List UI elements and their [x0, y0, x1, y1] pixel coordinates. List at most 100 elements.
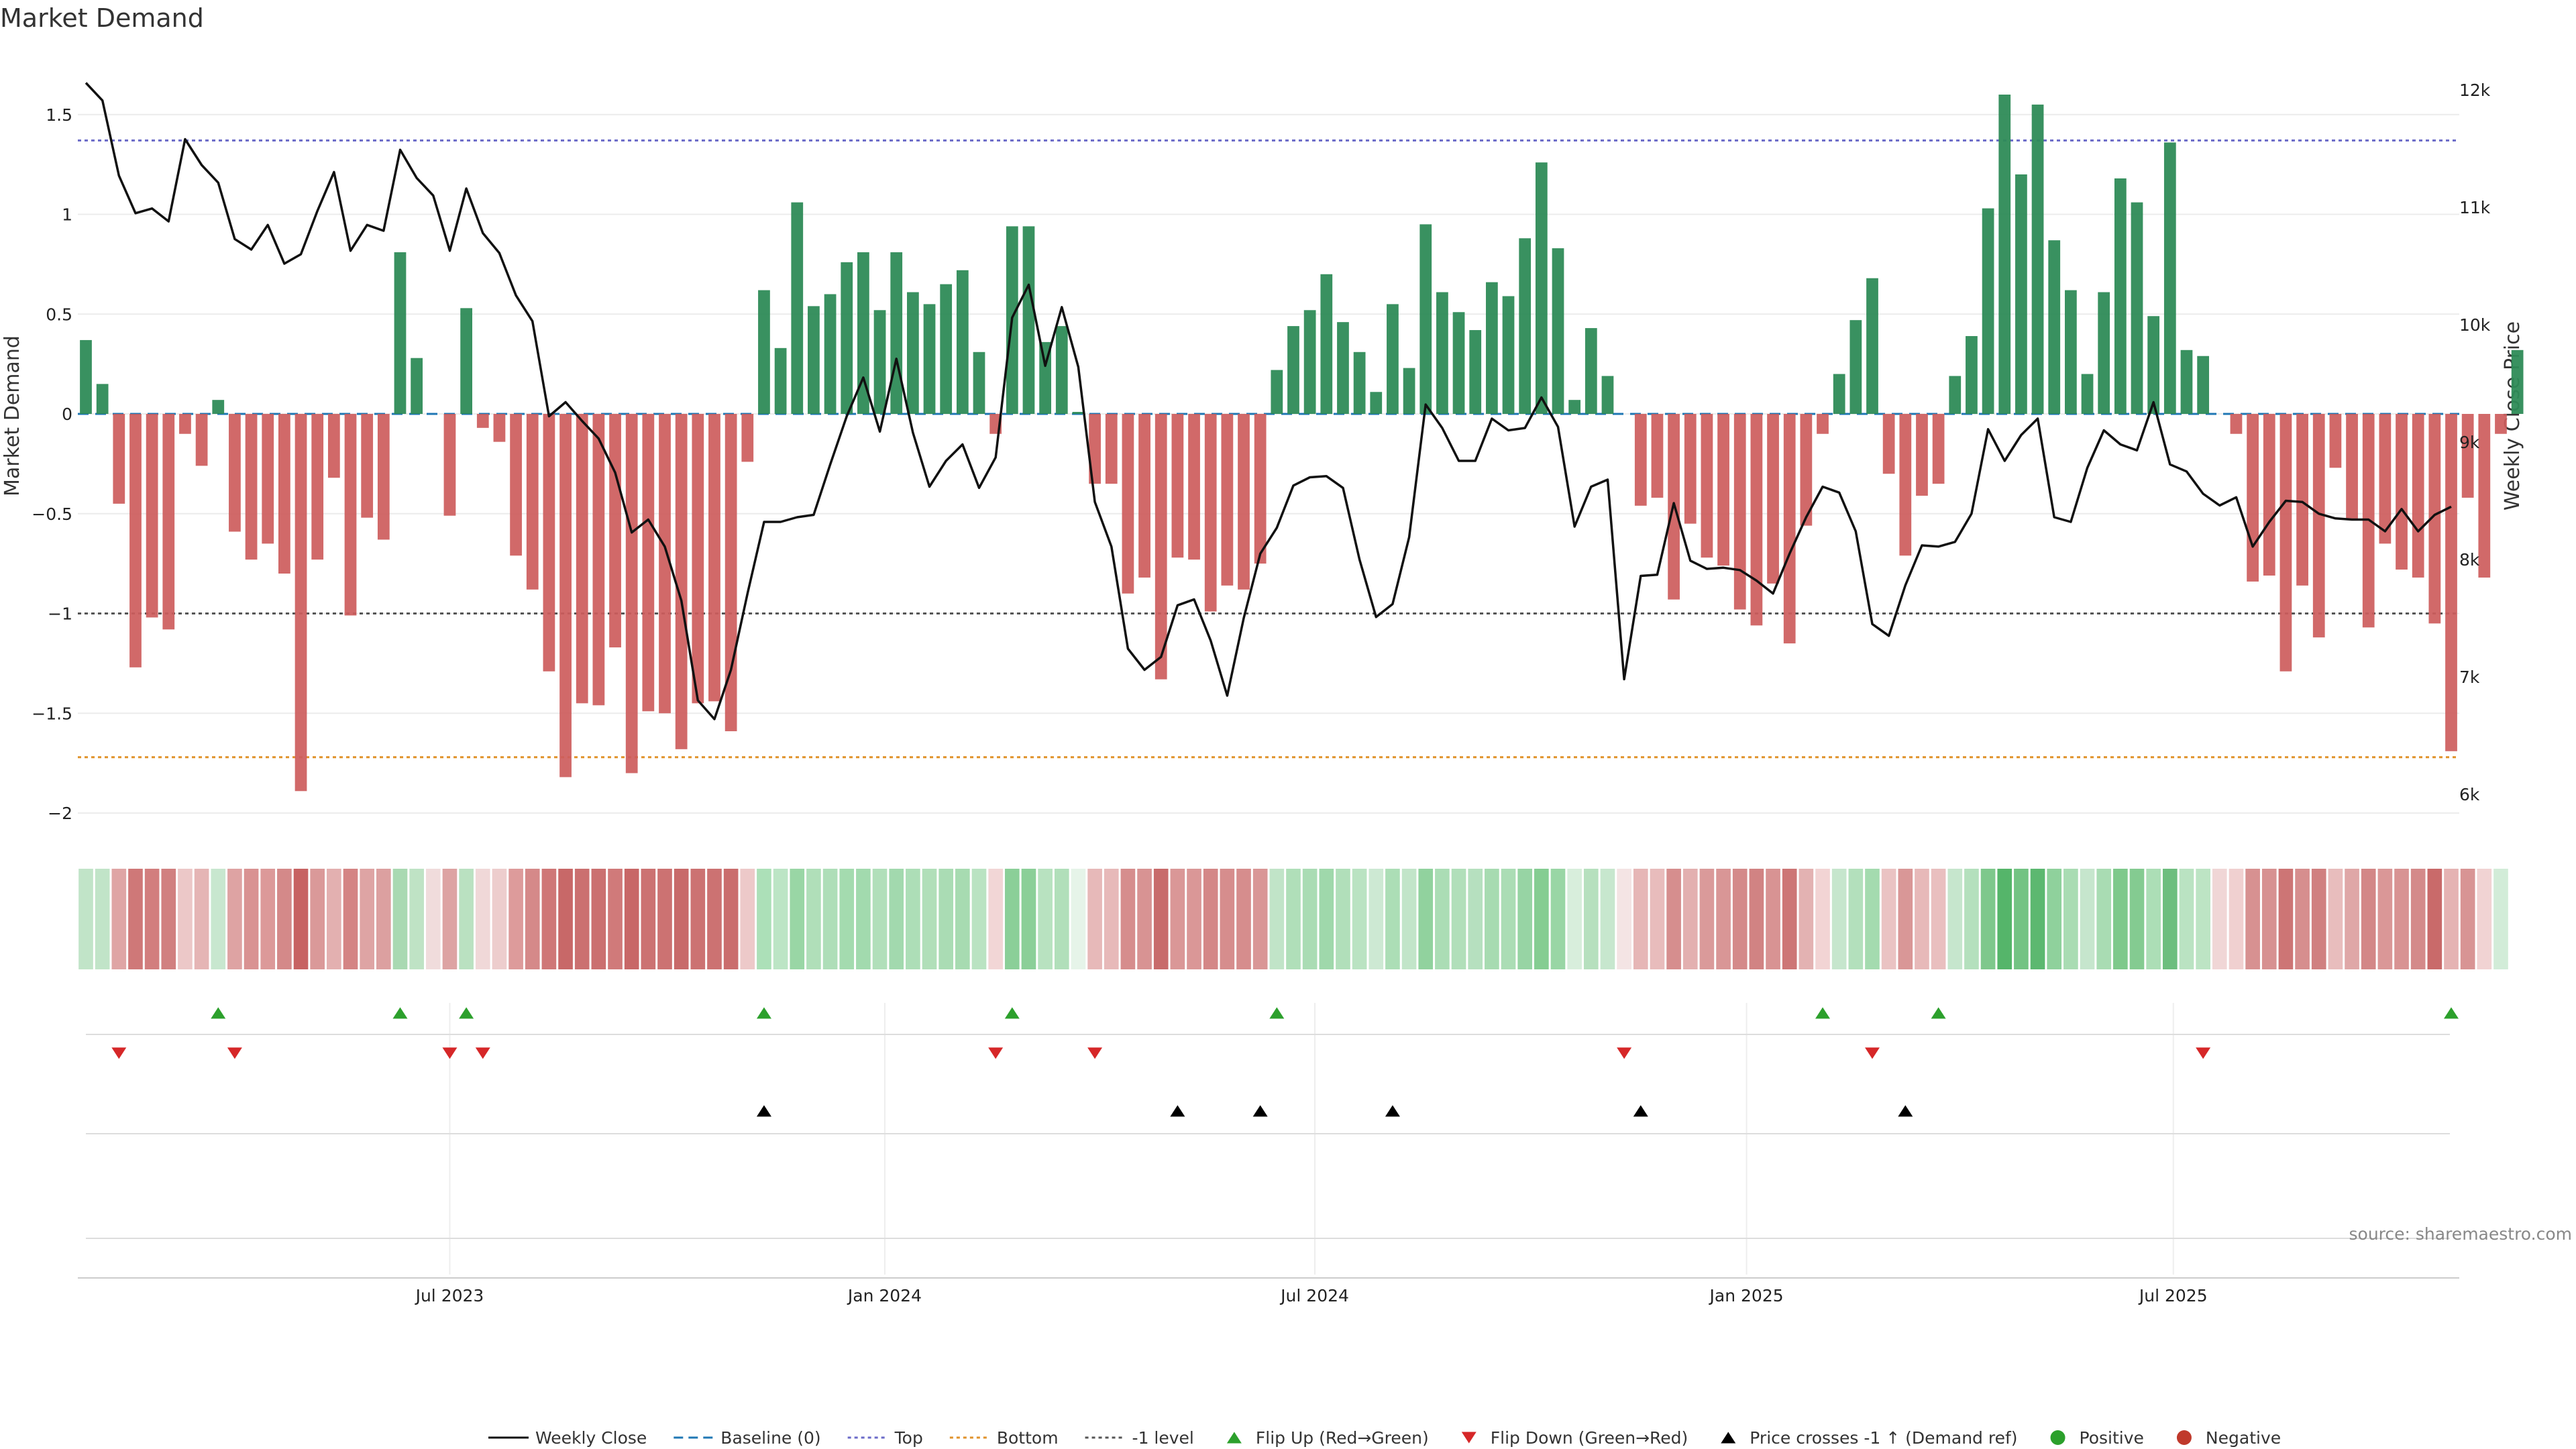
strip-cell [988, 869, 1003, 969]
strip-cell [2311, 869, 2326, 969]
demand-bar [1287, 326, 1299, 414]
demand-bar [2263, 414, 2275, 576]
strip-cell [641, 869, 656, 969]
strip-cell [161, 869, 176, 969]
legend-label: Top [894, 1428, 923, 1448]
strip-cell [2444, 869, 2459, 969]
legend-swatch [1721, 1432, 1736, 1444]
strip-cell [2427, 869, 2443, 969]
demand-bar [2048, 240, 2061, 414]
demand-bar [146, 414, 158, 618]
demand-bar [195, 414, 208, 466]
strip-cell [1004, 869, 1020, 969]
strip-cell [1699, 869, 1715, 969]
legend-label: Flip Down (Green→Red) [1491, 1428, 1688, 1448]
strip-cell [2278, 869, 2294, 969]
demand-bar [824, 294, 837, 414]
strip-cell [856, 869, 871, 969]
demand-bar [1419, 224, 1432, 414]
weekly-close-line [85, 82, 2452, 720]
demand-bar [1171, 414, 1184, 558]
strip-cell [1435, 869, 1450, 969]
demand-bar [294, 414, 307, 792]
demand-bar [923, 304, 936, 414]
demand-bar [443, 414, 456, 516]
strip-cell [442, 869, 458, 969]
legend: Weekly Close Baseline (0) Top Bottom -1 leve… [488, 1428, 2281, 1448]
strip-cell [376, 869, 391, 969]
strip-cell [707, 869, 722, 969]
demand-bar [526, 414, 539, 590]
demand-bar [841, 262, 853, 414]
demand-bar [1271, 370, 1283, 414]
strip-cell [1120, 869, 1136, 969]
strip-cell [2030, 869, 2045, 969]
demand-bar [1783, 414, 1796, 644]
strip-cell [1732, 869, 1748, 969]
strip-cell [1336, 869, 1350, 969]
strip-cell [1617, 869, 1631, 969]
demand-bar [873, 310, 886, 414]
demand-bar [1817, 414, 1829, 434]
strip-cell [1071, 869, 1086, 969]
demand-bar [377, 414, 390, 540]
flip-up-marker [459, 1007, 474, 1019]
demand-bar [543, 414, 555, 672]
strip-cell [425, 869, 441, 969]
demand-bar [659, 414, 671, 714]
y-tick-label: 0.5 [46, 305, 72, 324]
demand-bar [1485, 282, 1498, 414]
y-axis-label: Market Demand [1, 335, 24, 496]
strip-cell [938, 869, 954, 969]
strip-cell [1749, 869, 1764, 969]
strip-cell [475, 869, 490, 969]
demand-bar [1982, 208, 1994, 414]
reference-lines [78, 139, 2459, 759]
y-tick-label: 0 [62, 405, 72, 424]
demand-bar [1966, 335, 1978, 414]
strip-cell [343, 869, 358, 969]
strip-cell [1682, 869, 1698, 969]
demand-bar [361, 414, 374, 518]
demand-bar [179, 414, 191, 434]
demand-bar [956, 270, 969, 414]
legend-swatch [2176, 1430, 2192, 1445]
demand-bar [2329, 414, 2342, 468]
demand-bar [2478, 414, 2491, 578]
strip-cell [1517, 869, 1533, 969]
demand-bar [2247, 414, 2259, 582]
demand-bar [411, 358, 423, 414]
strip-cell [392, 869, 408, 969]
demand-bar [559, 414, 572, 777]
demand-bar [1932, 414, 1945, 484]
demand-bar [2230, 414, 2243, 434]
y-tick-label: 1 [62, 205, 72, 225]
price-cross-marker [1385, 1105, 1400, 1117]
source-note: source: sharemaestro.com [2349, 1224, 2573, 1244]
demand-bar [808, 306, 820, 414]
y-tick-label: 1.5 [46, 105, 72, 125]
strip-cell [409, 869, 424, 969]
strip-cell [906, 869, 920, 969]
demand-bar [1303, 310, 1316, 414]
price-line-group [85, 82, 2452, 720]
flip-down-marker [988, 1047, 1004, 1059]
demand-bar [327, 414, 340, 478]
strip-cell [2460, 869, 2475, 969]
strip-cell [260, 869, 276, 969]
strip-cell [541, 869, 557, 969]
demand-bar [129, 414, 142, 667]
strip-cell [1368, 869, 1384, 969]
strip-cell [1915, 869, 1929, 969]
strip-cell [1980, 869, 1996, 969]
demand-bar [2412, 414, 2424, 578]
demand-bar [2163, 142, 2176, 414]
strip-cell [558, 869, 573, 969]
strip-cell [1650, 869, 1665, 969]
demand-bar [460, 308, 472, 414]
demand-bar [1733, 414, 1746, 610]
strip-cell [1269, 869, 1285, 969]
flip-up-marker [756, 1007, 771, 1019]
strip-cell [1021, 869, 1036, 969]
demand-bar [625, 414, 638, 773]
